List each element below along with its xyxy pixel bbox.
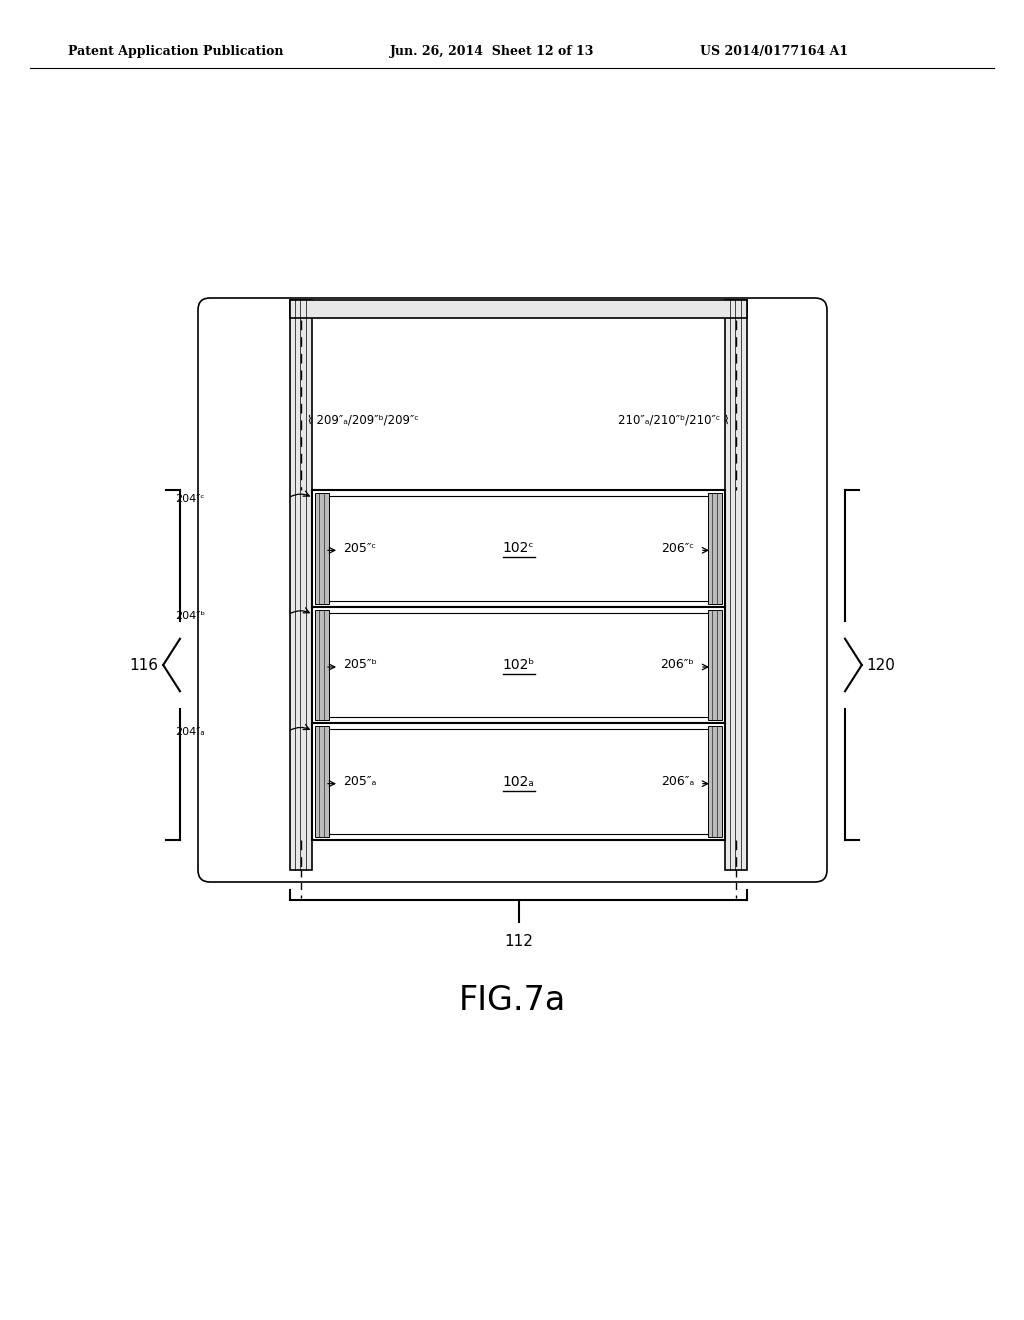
Text: 206″ₐ: 206″ₐ xyxy=(660,775,694,788)
Text: 102ᵇ: 102ᵇ xyxy=(503,657,535,672)
Bar xyxy=(318,612,719,717)
Bar xyxy=(290,300,312,870)
Bar xyxy=(708,726,722,837)
Bar xyxy=(708,610,722,721)
Text: Patent Application Publication: Patent Application Publication xyxy=(68,45,284,58)
Text: 204″ᵇ: 204″ᵇ xyxy=(175,611,205,620)
Text: 120: 120 xyxy=(866,657,895,672)
Bar xyxy=(315,492,329,603)
Bar xyxy=(290,300,746,318)
Text: 206″ᵇ: 206″ᵇ xyxy=(660,659,694,672)
Text: 205″ᶜ: 205″ᶜ xyxy=(343,541,376,554)
Text: 205″ₐ: 205″ₐ xyxy=(343,775,377,788)
Text: 204″ₐ: 204″ₐ xyxy=(175,727,205,738)
Bar xyxy=(318,496,719,601)
Bar xyxy=(312,490,725,607)
Text: Jun. 26, 2014  Sheet 12 of 13: Jun. 26, 2014 Sheet 12 of 13 xyxy=(390,45,594,58)
Text: 205″ᵇ: 205″ᵇ xyxy=(343,659,377,672)
Text: FIG.7a: FIG.7a xyxy=(459,983,565,1016)
Bar xyxy=(312,723,725,840)
Bar xyxy=(318,730,719,834)
Bar xyxy=(315,726,329,837)
Bar xyxy=(708,492,722,603)
Bar xyxy=(725,300,746,870)
Text: 116: 116 xyxy=(129,657,159,672)
Text: US 2014/0177164 A1: US 2014/0177164 A1 xyxy=(700,45,848,58)
Text: 102ᶜ: 102ᶜ xyxy=(503,541,535,556)
Text: ⌇ 209″ₐ/209″ᵇ/209″ᶜ: ⌇ 209″ₐ/209″ᵇ/209″ᶜ xyxy=(307,413,419,426)
Text: 204″ᶜ: 204″ᶜ xyxy=(175,494,205,504)
Bar xyxy=(312,607,725,723)
Text: 206″ᶜ: 206″ᶜ xyxy=(662,541,694,554)
Text: 102ₐ: 102ₐ xyxy=(503,775,535,788)
Text: 210″ₐ/210″ᵇ/210″ᶜ ⌇: 210″ₐ/210″ᵇ/210″ᶜ ⌇ xyxy=(618,413,730,426)
Bar xyxy=(315,610,329,721)
Text: 112: 112 xyxy=(504,935,532,949)
